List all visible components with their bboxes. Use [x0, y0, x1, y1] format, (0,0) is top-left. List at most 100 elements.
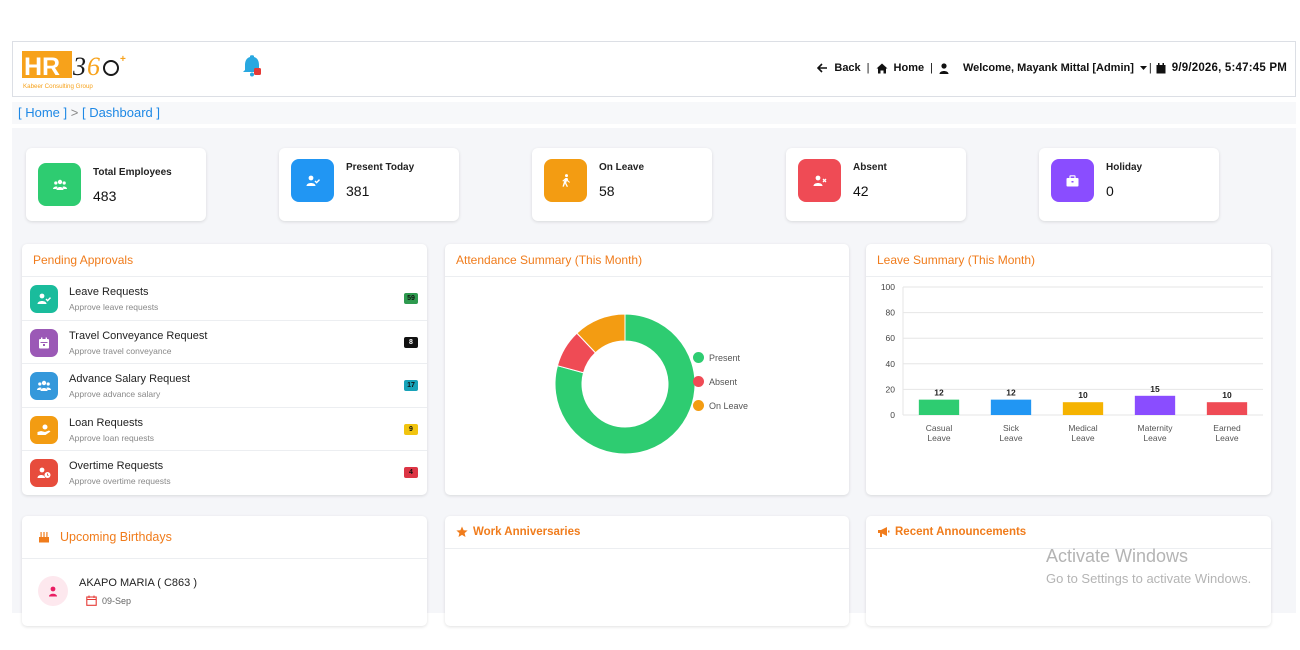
panel-title-row: Upcoming Birthdays	[22, 516, 427, 559]
attendance-legend: Present Absent On Leave	[693, 352, 748, 424]
stat-value: 0	[1106, 183, 1114, 199]
walking-icon	[544, 159, 587, 202]
separator: |	[930, 62, 933, 74]
upcoming-birthdays-panel: Upcoming Birthdays AKAPO MARIA ( C863 ) …	[22, 516, 427, 626]
bar-medical-leave[interactable]	[1062, 402, 1104, 415]
hr360-logo[interactable]: HR 3 6 + Kabeer Consulting Group	[21, 50, 129, 90]
approval-subtitle: Approve leave requests	[69, 302, 159, 312]
calendar-icon	[86, 595, 97, 606]
stat-card-total-employees[interactable]: Total Employees 483	[26, 148, 206, 221]
birthday-date: 09-Sep	[102, 595, 132, 606]
home-link[interactable]: Home	[893, 62, 925, 74]
bar-casual-leave[interactable]	[918, 399, 960, 415]
calendar-icon	[1156, 62, 1166, 74]
calendar-icon	[30, 328, 58, 357]
x-tick-label: Leave	[1215, 433, 1238, 443]
stat-card-absent[interactable]: Absent 42	[786, 148, 966, 221]
bar-sick-leave[interactable]	[990, 399, 1032, 415]
leave-summary-panel: Leave Summary (This Month) 0 20 40 60 80 100 1…	[866, 244, 1271, 495]
stat-value: 42	[853, 183, 869, 199]
stat-label: Holiday	[1106, 162, 1143, 173]
avatar	[38, 576, 68, 606]
approval-title: Advance Salary Request	[69, 373, 191, 385]
legend-item[interactable]: Absent	[693, 376, 748, 387]
breadcrumb-separator: >	[70, 105, 79, 120]
top-header: HR 3 6 + Kabeer Consulting Group Back |	[12, 41, 1296, 97]
panel-title: Work Anniversaries	[473, 526, 581, 538]
bar-data-label: 12	[934, 388, 944, 398]
bar-maternity-leave[interactable]	[1134, 395, 1176, 415]
approval-item[interactable]: Loan Requests Approve loan requests 9	[22, 408, 427, 451]
arrow-left-icon	[817, 63, 828, 73]
x-tick-label: Leave	[927, 433, 950, 443]
svg-text:+: +	[120, 54, 126, 65]
breadcrumb-home[interactable]: [ Home ]	[18, 105, 68, 120]
stat-card-holiday[interactable]: Holiday 0	[1039, 148, 1219, 221]
stat-value: 381	[346, 183, 370, 199]
legend-item[interactable]: On Leave	[693, 400, 748, 411]
panel-title-row: Work Anniversaries	[445, 516, 849, 549]
panel-title: Pending Approvals	[22, 244, 427, 277]
x-tick-label: Maternity	[1138, 423, 1174, 433]
users-icon	[30, 372, 58, 400]
approval-count-badge: 17	[404, 380, 418, 391]
users-icon	[38, 163, 81, 206]
stat-card-on-leave[interactable]: On Leave 58	[532, 148, 712, 221]
back-link[interactable]: Back	[834, 62, 861, 74]
legend-swatch	[693, 400, 704, 411]
approval-title: Overtime Requests	[69, 460, 164, 472]
birthday-item[interactable]: AKAPO MARIA ( C863 ) 09-Sep	[38, 575, 418, 625]
stat-card-present-today[interactable]: Present Today 381	[279, 148, 459, 221]
recent-announcements-panel: Recent Announcements	[866, 516, 1271, 626]
stat-label: Present Today	[346, 162, 415, 173]
bar-data-label: 15	[1150, 384, 1160, 394]
approvals-list: Leave Requests Approve leave requests 59 Tr…	[22, 277, 427, 495]
breadcrumb-bar: [ Home ] > [ Dashboard ]	[12, 102, 1296, 124]
panel-title: Upcoming Birthdays	[60, 530, 172, 544]
stat-label: Total Employees	[93, 167, 172, 178]
header-nav: Back | Home | Welcome, Mayank Mittal [Ad…	[817, 62, 1287, 74]
bar-earned-leave[interactable]	[1206, 402, 1248, 415]
current-datetime: 9/9/2026, 5:47:45 PM	[1171, 62, 1287, 74]
separator: |	[866, 62, 870, 74]
breadcrumb: [ Home ] > [ Dashboard ]	[18, 105, 160, 120]
y-tick-label: 100	[881, 282, 895, 292]
bar-data-label: 12	[1006, 388, 1016, 398]
attendance-donut-chart[interactable]	[525, 284, 725, 484]
hand-money-icon	[30, 415, 58, 444]
x-tick-label: Earned	[1213, 423, 1241, 433]
y-tick-label: 60	[886, 333, 896, 343]
home-icon	[876, 63, 888, 74]
user-menu-toggle[interactable]: Welcome, Mayank Mittal [Admin]	[962, 62, 1134, 74]
bar-data-label: 10	[1222, 390, 1232, 400]
separator: |	[1148, 62, 1152, 74]
y-tick-label: 20	[886, 384, 896, 394]
leave-bar-chart[interactable]: 02040608010012CasualLeave12SickLeave10Me…	[866, 278, 1271, 493]
stat-value: 483	[93, 188, 117, 204]
approval-count-badge: 59	[404, 293, 418, 304]
x-tick-label: Casual	[926, 423, 953, 433]
approval-item[interactable]: Advance Salary Request Approve advance sa…	[22, 364, 427, 408]
approval-count-badge: 9	[404, 423, 418, 435]
y-tick-label: 80	[886, 308, 896, 318]
activate-windows-hint: Go to Settings to activate Windows.	[1046, 571, 1252, 586]
notification-bell-icon[interactable]	[241, 54, 263, 78]
svg-text:HR: HR	[24, 53, 60, 81]
approval-count-badge: 4	[404, 467, 418, 478]
breadcrumb-dashboard[interactable]: [ Dashboard ]	[81, 105, 161, 120]
panel-title-row: Recent Announcements	[866, 516, 1271, 549]
bar-data-label: 10	[1078, 390, 1088, 400]
birthday-date-row: 09-Sep	[86, 595, 131, 606]
caret-down-icon[interactable]	[1139, 65, 1147, 71]
donut-slice-on-leave[interactable]	[576, 313, 626, 354]
approval-item[interactable]: Overtime Requests Approve overtime reques…	[22, 451, 427, 495]
approval-item[interactable]: Travel Conveyance Request Approve travel …	[22, 321, 427, 364]
x-tick-label: Leave	[1143, 433, 1166, 443]
legend-label: On Leave	[709, 400, 749, 411]
birthday-cake-icon	[38, 531, 50, 543]
approval-subtitle: Approve loan requests	[69, 432, 155, 443]
legend-label: Absent	[709, 376, 738, 387]
legend-item[interactable]: Present	[693, 352, 748, 363]
approval-item[interactable]: Leave Requests Approve leave requests 59	[22, 277, 427, 321]
stat-label: Absent	[853, 162, 887, 173]
